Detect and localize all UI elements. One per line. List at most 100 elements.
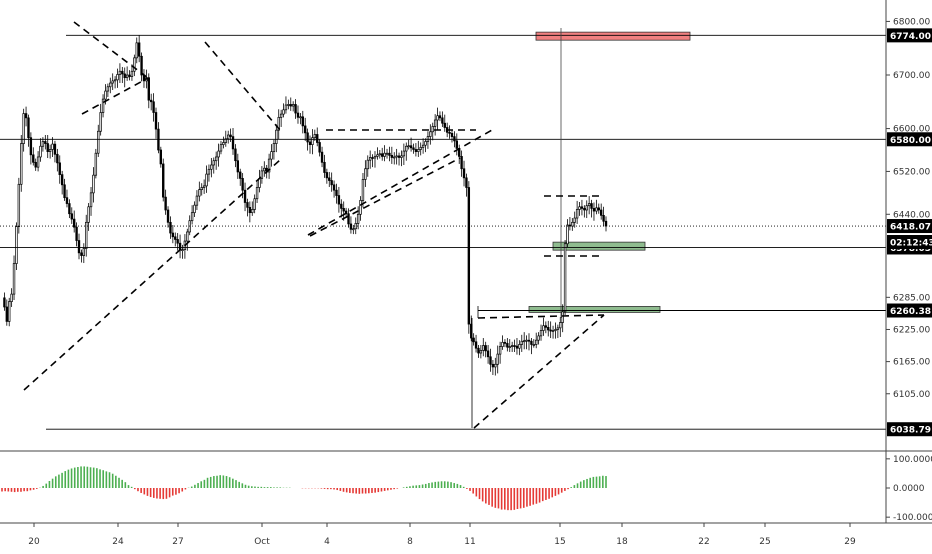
trend-line [309,157,461,237]
candle-body [198,189,201,197]
price-tick-label: 6165.00 [893,358,930,368]
candle-body [356,213,360,224]
candle-body [275,129,278,144]
level-label-bg [887,28,932,43]
candle-body [325,172,329,179]
trend-line [73,21,149,79]
candle-body [554,329,557,331]
candle-body [496,353,499,365]
candle-body [316,134,319,143]
candle-body [36,156,40,168]
candle-body [320,151,324,163]
candle-body [48,149,52,152]
candle-body [602,215,605,222]
candle-body [313,134,317,139]
candle-body [342,208,345,212]
candle-body [542,325,545,331]
candle-body [378,153,381,156]
candle-body [164,196,167,211]
candle-body [20,143,23,185]
candle-body [241,178,244,191]
candle-body [12,263,16,295]
candle-body [585,205,588,211]
zone-box [535,31,691,41]
candle-body [217,150,220,158]
trend-line [477,314,605,319]
candle-body [296,112,300,118]
trend-line [23,159,281,391]
candle-body [137,42,141,57]
price-tick-label: 6285.00 [893,293,930,303]
candle-body [154,112,158,130]
candle-body [460,156,463,170]
candle-body [118,70,122,75]
candle-body [385,152,389,155]
candle-body [263,167,266,172]
candle-body [3,297,6,308]
candle-body [482,345,485,351]
candle-body [431,126,434,133]
zone-box [528,306,661,313]
price-tick-label: 6520.00 [893,167,930,177]
candle-body [101,98,105,113]
candle-body [535,339,538,345]
trend-line [473,314,605,429]
countdown-label: 02:12:43 [887,235,932,249]
candle-body [376,154,379,157]
candle-body [506,343,509,348]
candle-body [195,195,199,206]
candle-body [282,109,285,115]
candle-body [277,116,280,131]
candle-body [549,329,552,332]
candle-body [590,203,593,209]
candle-body [501,341,504,347]
candle-body [75,226,78,241]
candle-body [41,141,45,147]
candle-body [123,73,126,79]
candle-body [472,337,475,343]
candle-body [8,301,11,322]
candle-body [352,228,355,231]
candle-body [15,226,18,264]
candle-body [443,122,446,128]
candle-body [39,145,42,158]
candle-body [503,341,507,344]
candle-body [272,143,276,152]
candle-body [22,113,25,144]
candle-body [162,163,165,198]
candle-body [63,184,66,199]
level-label-text: 6418.07 [890,223,931,233]
candle-body [405,145,408,152]
time-tick-label: 8 [407,537,413,547]
candle-body [441,117,444,124]
level-label-text: 6038.79 [890,426,931,436]
candle-body [395,155,398,158]
candle-body [190,212,194,222]
candle-body [489,356,492,365]
candle-body [402,150,406,157]
candle-body [414,149,418,152]
candle-body [359,200,362,215]
price-tick-label: 6105.00 [893,390,930,400]
candle-body [583,208,586,211]
level-label-bg [887,422,932,437]
candle-body [46,143,49,152]
candle-body [354,223,357,230]
candle-body [181,249,184,251]
candle-body [347,213,350,225]
candle-body [130,70,134,77]
candle-body [599,209,603,216]
candle-body [299,116,302,119]
candle-body [573,217,576,223]
candle-body [267,158,271,173]
candle-body [294,104,297,114]
candle-body [592,208,596,212]
candle-body [73,218,76,228]
candle-body [371,157,374,159]
candle-body [94,152,98,176]
time-tick-label: Oct [254,537,270,547]
candle-body [393,156,396,159]
candle-body [328,177,331,181]
candle-body [253,198,256,210]
